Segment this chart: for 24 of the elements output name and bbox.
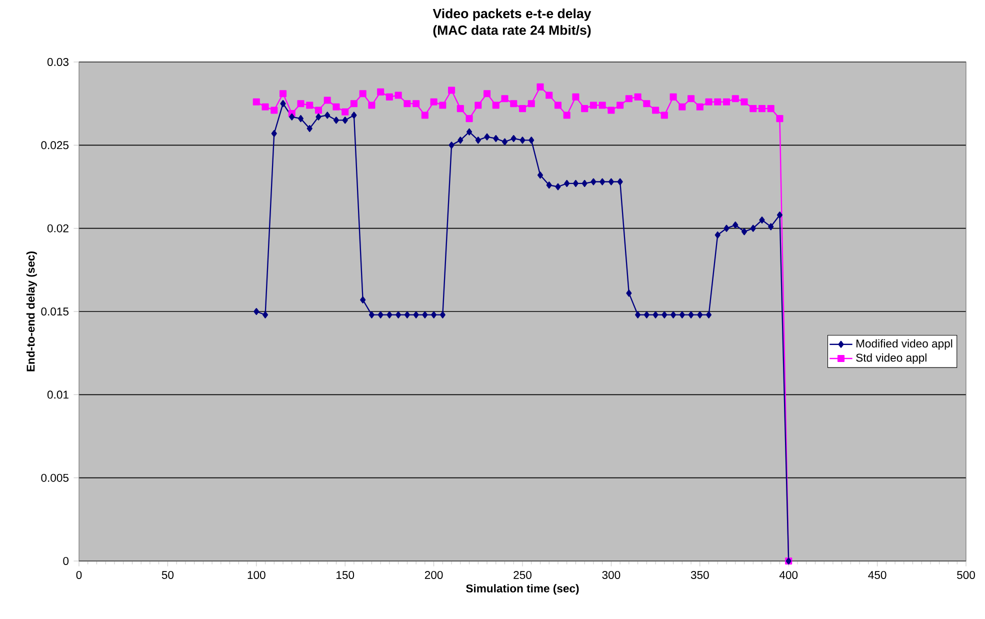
y-axis-title: End-to-end delay (sec) (26, 252, 37, 372)
x-tick-label: 200 (424, 571, 443, 579)
chart-title: Video packets e-t-e delay (432, 8, 592, 21)
legend-label: Std video appl (856, 353, 926, 364)
x-tick-label: 100 (248, 571, 266, 579)
x-axis-title: Simulation time (sec) (466, 584, 579, 595)
x-tick-label: 350 (690, 571, 709, 579)
x-tick-label: 400 (779, 571, 798, 579)
x-tick-label: 50 (162, 571, 174, 579)
legend-label: Modified video appl (856, 339, 952, 350)
x-tick-label: 300 (602, 571, 620, 579)
y-tick-label: 0.03 (47, 58, 69, 66)
y-tick-label: 0.01 (47, 390, 68, 399)
y-tick-label: 0.015 (41, 308, 69, 316)
x-tick-label: 450 (868, 571, 886, 579)
x-tick-label: 0 (76, 571, 82, 579)
x-tick-label: 500 (957, 571, 975, 579)
y-tick-label: 0.025 (41, 141, 69, 150)
y-tick-label: 0 (63, 557, 69, 565)
chart-subtitle: (MAC data rate 24 Mbit/s) (433, 25, 591, 38)
y-tick-label: 0.005 (41, 474, 69, 482)
x-tick-label: 250 (514, 571, 532, 579)
x-tick-label: 150 (336, 571, 354, 579)
y-tick-label: 0.02 (47, 224, 68, 232)
